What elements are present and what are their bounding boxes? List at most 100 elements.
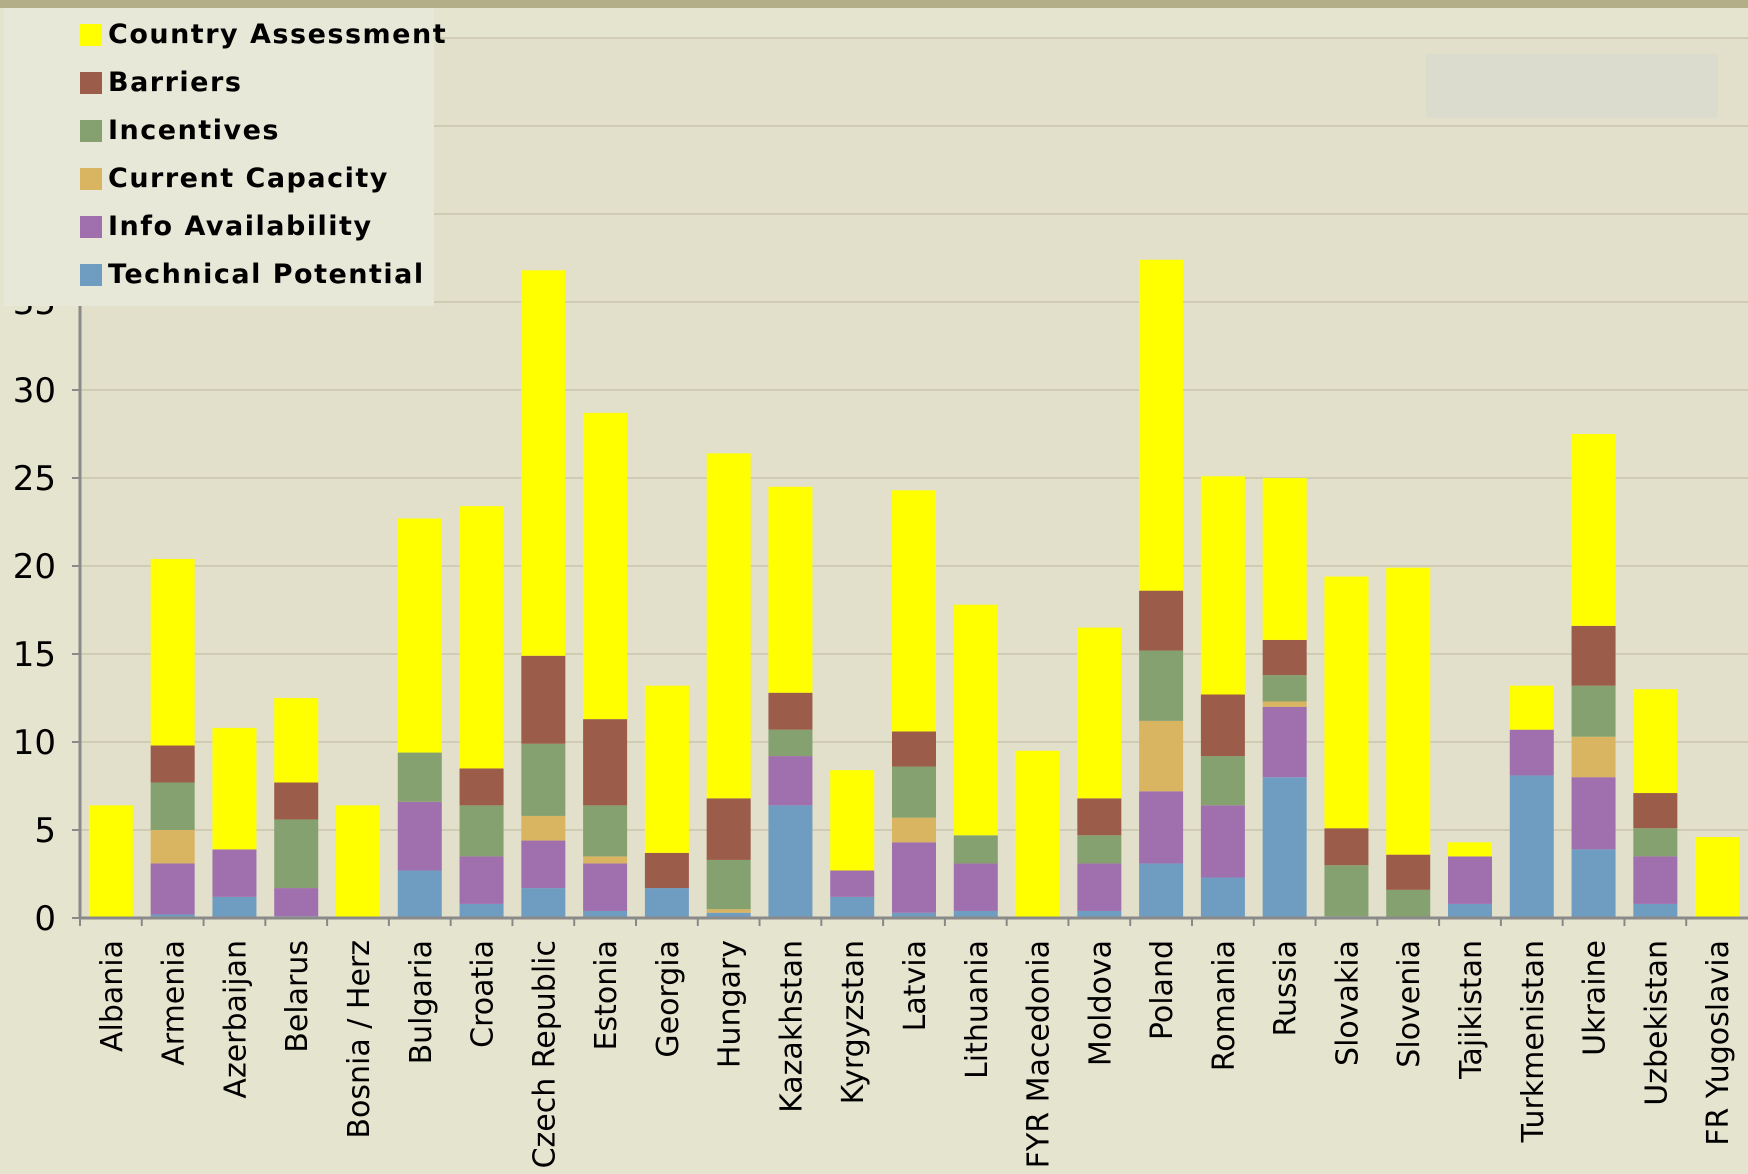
x-tick-label: FYR Macedonia (1022, 940, 1057, 1168)
legend-box (4, 8, 434, 306)
bar-kyrgyzstan-country-assessment (830, 770, 875, 871)
legend-swatch-barriers (80, 72, 102, 94)
x-tick-label: Hungary (713, 940, 748, 1068)
legend-swatch-country-assessment (80, 24, 102, 46)
legend-label-barriers: Barriers (108, 67, 242, 98)
bar-russia-technical-potential (1262, 777, 1307, 918)
bar-ukraine-info-availability (1571, 777, 1616, 850)
x-tick-label: Uzbekistan (1639, 940, 1674, 1106)
bar-lithuania-technical-potential (953, 910, 998, 918)
bar-ukraine-incentives (1571, 685, 1616, 737)
bar-belarus-info-availability (274, 888, 319, 917)
x-tick-label: Croatia (466, 940, 501, 1048)
bar-kazakhstan-incentives (768, 729, 813, 757)
bar-fyr-macedonia-country-assessment (1015, 750, 1060, 918)
y-tick-label: 20 (13, 547, 56, 587)
legend-label-incentives: Incentives (108, 115, 280, 146)
bar-slovakia-barriers (1324, 828, 1369, 866)
bar-russia-country-assessment (1262, 478, 1307, 640)
bar-tajikistan-country-assessment (1448, 842, 1492, 857)
bar-uzbekistan-technical-potential (1633, 903, 1678, 918)
bar-kazakhstan-country-assessment (768, 486, 813, 693)
bar-croatia-info-availability (459, 856, 504, 904)
y-tick-label: 0 (34, 899, 56, 939)
bar-bosnia-herz-country-assessment (336, 805, 380, 918)
bar-belarus-country-assessment (274, 698, 319, 783)
bar-ukraine-barriers (1571, 625, 1616, 686)
bar-azerbaijan-info-availability (212, 849, 257, 897)
bar-uzbekistan-incentives (1633, 828, 1678, 857)
legend-swatch-current-capacity (80, 168, 102, 190)
bar-poland-barriers (1139, 590, 1184, 651)
bar-moldova-info-availability (1077, 863, 1122, 911)
bar-czech-republic-incentives (521, 743, 566, 816)
bar-turkmenistan-technical-potential (1509, 775, 1554, 918)
bar-czech-republic-current-capacity (521, 815, 566, 841)
bar-slovenia-barriers (1386, 854, 1431, 890)
y-tick-label: 10 (13, 723, 56, 763)
x-tick-label: Albania (95, 940, 130, 1052)
bar-belarus-incentives (274, 819, 319, 889)
bar-estonia-country-assessment (583, 412, 628, 720)
bar-russia-current-capacity (1262, 701, 1307, 707)
bar-romania-info-availability (1200, 805, 1245, 878)
bar-azerbaijan-country-assessment (212, 727, 257, 850)
bar-czech-republic-technical-potential (521, 888, 566, 918)
bar-latvia-technical-potential (892, 912, 936, 918)
bar-lithuania-country-assessment (953, 604, 998, 836)
x-tick-label: Bosnia / Herz (342, 940, 377, 1139)
bar-lithuania-incentives (953, 835, 998, 864)
bar-ukraine-technical-potential (1571, 849, 1616, 918)
bar-armenia-info-availability (150, 863, 195, 915)
bar-romania-technical-potential (1200, 877, 1245, 918)
x-tick-label: Latvia (898, 940, 933, 1031)
x-tick-label: Estonia (589, 940, 624, 1050)
bar-slovakia-incentives (1324, 865, 1369, 917)
bar-ukraine-country-assessment (1571, 434, 1616, 626)
bar-hungary-barriers (706, 798, 751, 860)
bar-georgia-barriers (644, 852, 689, 889)
bar-turkmenistan-info-availability (1509, 729, 1554, 776)
bar-romania-barriers (1200, 694, 1245, 757)
bar-bulgaria-incentives (397, 752, 442, 802)
bar-georgia-country-assessment (644, 685, 689, 853)
bar-latvia-barriers (892, 731, 936, 767)
bar-uzbekistan-info-availability (1633, 856, 1678, 904)
x-tick-label: Czech Republic (527, 940, 562, 1168)
bar-czech-republic-barriers (521, 655, 566, 744)
bar-tajikistan-info-availability (1448, 856, 1492, 904)
bar-estonia-barriers (583, 719, 628, 806)
bar-poland-technical-potential (1139, 863, 1184, 918)
x-tick-label: Poland (1145, 940, 1180, 1040)
x-tick-label: Armenia (157, 940, 192, 1066)
legend-label-current-capacity: Current Capacity (108, 163, 389, 194)
bar-uzbekistan-barriers (1633, 793, 1678, 829)
bar-slovakia-country-assessment (1324, 576, 1369, 829)
x-tick-label: Slovenia (1392, 940, 1427, 1068)
x-tick-label: Turkmenistan (1516, 940, 1551, 1143)
legend-label-country-assessment: Country Assessment (108, 19, 447, 50)
bar-moldova-technical-potential (1077, 910, 1122, 918)
bar-czech-republic-info-availability (521, 840, 566, 889)
bar-armenia-incentives (150, 782, 195, 830)
bar-albania-country-assessment (88, 805, 133, 918)
bar-russia-info-availability (1262, 706, 1307, 778)
x-tick-label: Lithuania (960, 940, 995, 1079)
y-tick-label: 5 (34, 811, 56, 851)
bar-hungary-technical-potential (706, 912, 751, 918)
x-tick-label: Georgia (651, 940, 686, 1058)
bar-kazakhstan-barriers (768, 692, 813, 730)
bar-hungary-country-assessment (706, 453, 751, 799)
x-tick-label: Ukraine (1578, 940, 1613, 1056)
bar-armenia-technical-potential (150, 914, 195, 918)
bar-croatia-technical-potential (459, 903, 504, 918)
x-tick-label: Moldova (1083, 940, 1118, 1066)
bar-uzbekistan-country-assessment (1633, 689, 1678, 794)
bar-croatia-incentives (459, 805, 504, 857)
x-tick-label: Romania (1207, 940, 1242, 1071)
bar-kazakhstan-info-availability (768, 756, 813, 806)
x-tick-label: Kyrgyzstan (836, 940, 871, 1104)
bar-kyrgyzstan-technical-potential (830, 896, 875, 918)
